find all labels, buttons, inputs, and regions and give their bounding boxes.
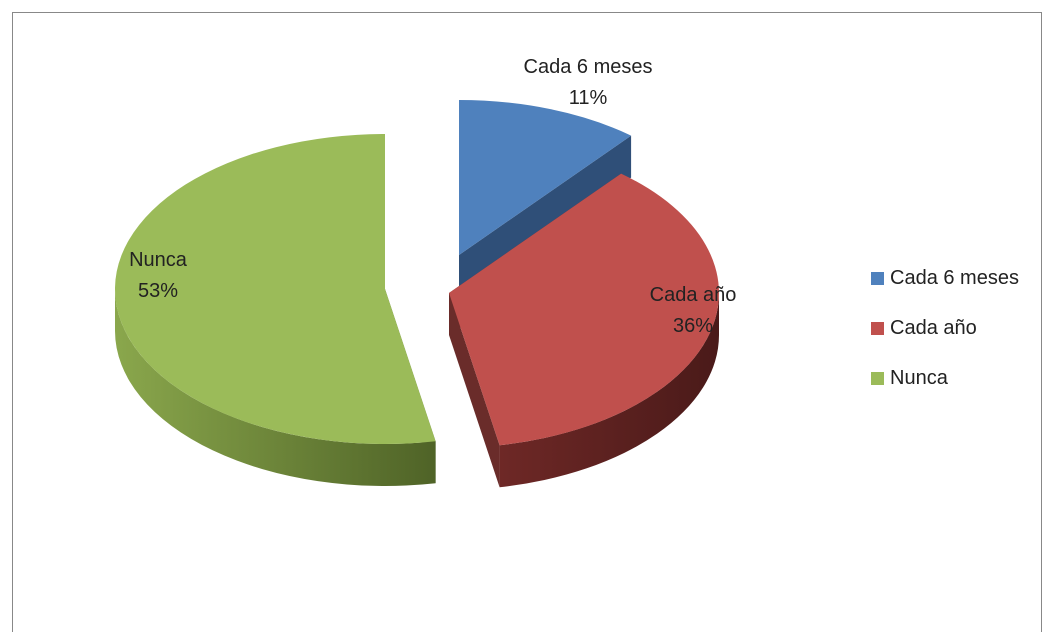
pie-chart: Cada 6 meses 11% Cada año 36% Nunca 53% bbox=[114, 56, 737, 488]
legend-swatch-nunca bbox=[871, 371, 884, 385]
slice-label-name-cada-ano: Cada año bbox=[650, 284, 737, 306]
legend-item-cada-6-meses: Cada 6 meses bbox=[871, 265, 1054, 291]
legend: Cada 6 meses Cada año Nunca bbox=[871, 265, 1054, 415]
pie-slice-nunca bbox=[114, 134, 436, 444]
slice-label-percent-cada-ano: 36% bbox=[673, 315, 713, 337]
legend-label-nunca: Nunca bbox=[890, 366, 948, 389]
pie-slice-cada-ano bbox=[449, 173, 719, 446]
legend-swatch-cada-ano bbox=[871, 321, 884, 335]
legend-label-cada-ano: Cada año bbox=[890, 316, 977, 339]
slice-label-percent-cada-6-meses: 11% bbox=[569, 87, 608, 109]
pie-slice-cada-6-meses bbox=[459, 100, 632, 255]
legend-swatch-cada-6-meses bbox=[871, 271, 884, 285]
legend-label-cada-6-meses: Cada 6 meses bbox=[890, 266, 1019, 289]
slice-label-percent-nunca: 53% bbox=[138, 280, 178, 302]
legend-item-nunca: Nunca bbox=[871, 365, 1054, 391]
chart-area: Cada 6 meses 11% Cada año 36% Nunca 53% Cada … bbox=[12, 12, 1042, 632]
slice-label-name-nunca: Nunca bbox=[129, 249, 188, 271]
slice-label-name-cada-6-meses: Cada 6 meses bbox=[524, 56, 653, 78]
legend-item-cada-ano: Cada año bbox=[871, 315, 1054, 341]
